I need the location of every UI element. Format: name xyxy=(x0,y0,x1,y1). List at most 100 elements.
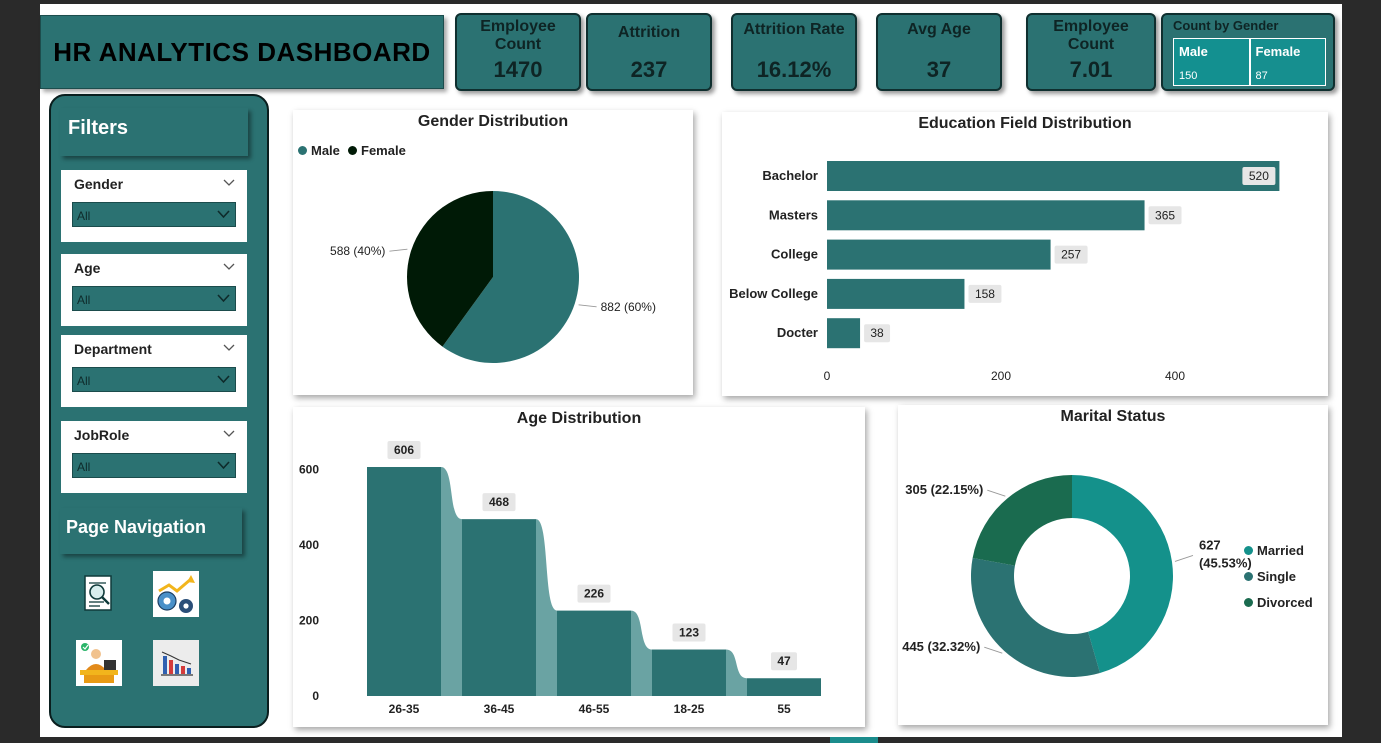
legend-item-single[interactable]: Single xyxy=(1244,569,1296,584)
pie-slice-male xyxy=(442,191,579,363)
kpi-label: Attrition Rate xyxy=(743,21,845,38)
bar xyxy=(827,318,861,349)
data-label-bg xyxy=(1148,206,1182,225)
chevron-down-icon[interactable] xyxy=(223,341,235,353)
donut-slice-married xyxy=(1072,475,1173,674)
gender-distribution-card[interactable]: Gender Distribution Male Female 882 (60%… xyxy=(293,110,693,395)
filters-title: Filters xyxy=(60,108,248,156)
x-tick-label: 36-45 xyxy=(484,702,515,716)
slicer-department[interactable]: Department All xyxy=(61,335,247,407)
slicer-dropdown[interactable]: All xyxy=(72,202,236,227)
legend-item-female[interactable]: Female xyxy=(348,143,406,158)
marital-status-card[interactable]: Marital Status Married Single Divorced 6… xyxy=(898,405,1328,725)
data-label: 226 xyxy=(584,587,604,601)
leader-line xyxy=(1174,554,1194,562)
legend-label: Divorced xyxy=(1257,595,1313,610)
data-label-bg xyxy=(864,324,891,343)
data-label: (45.53%) xyxy=(1199,555,1252,570)
slicer-jobrole[interactable]: JobRole All xyxy=(61,421,247,493)
slicer-dropdown[interactable]: All xyxy=(72,453,236,478)
legend-label: Male xyxy=(311,143,340,158)
kpi-label: Avg Age xyxy=(907,21,971,38)
y-tick-label: 600 xyxy=(299,462,319,476)
category-label: College xyxy=(771,247,818,262)
data-label: 468 xyxy=(489,495,509,509)
chart-title: Marital Status xyxy=(1060,408,1166,425)
bar-chart-icon[interactable] xyxy=(153,640,199,686)
kpi-value: 37 xyxy=(926,57,952,82)
slicer-label: Department xyxy=(74,341,152,357)
active-page-tab[interactable] xyxy=(830,737,878,743)
age-bar-chart: 606 26-35 468 36-45 226 46-55 123 18-25 47 55 0 200… xyxy=(299,441,821,716)
page-navigation-title: Page Navigation xyxy=(60,508,242,554)
ribbon xyxy=(726,649,747,696)
gender-col-female: Female 87 xyxy=(1248,39,1325,85)
chevron-down-icon[interactable] xyxy=(223,260,235,272)
y-tick-label: 0 xyxy=(312,689,319,703)
slicer-dropdown[interactable]: All xyxy=(72,367,236,392)
slicer-label: Gender xyxy=(74,176,124,192)
chevron-down-icon[interactable] xyxy=(223,176,235,188)
kpi-employee-count[interactable]: Employee Count 1470 xyxy=(455,13,581,91)
data-label-bg xyxy=(968,284,1002,303)
data-label-bg xyxy=(1054,245,1088,264)
donut-slice-divorced xyxy=(972,475,1072,566)
data-label-bg xyxy=(1242,167,1276,185)
data-label-bg xyxy=(482,493,516,512)
dropdown-arrow-icon xyxy=(217,294,230,303)
leader-line xyxy=(984,646,1003,654)
slicer-label: Age xyxy=(74,260,101,276)
category-label: Docter xyxy=(777,325,818,340)
kpi-label: Employee Count xyxy=(1053,18,1129,53)
kpi-label: Employee Count xyxy=(480,18,556,53)
bar xyxy=(367,467,441,696)
data-label: 38 xyxy=(870,326,884,340)
kpi-avg-age[interactable]: Avg Age 37 xyxy=(876,13,1002,91)
age-distribution-card[interactable]: Age Distribution 606 26-35 468 36-45 226 46-5… xyxy=(293,407,865,727)
x-tick-label: 400 xyxy=(1165,369,1185,383)
slicer-gender[interactable]: Gender All xyxy=(61,170,247,242)
kpi-label: Attrition xyxy=(617,24,681,41)
slicer-label: JobRole xyxy=(74,427,130,443)
legend-item-male[interactable]: Male xyxy=(298,143,340,158)
category-label: Below College xyxy=(729,286,818,301)
dropdown-arrow-icon xyxy=(217,461,230,470)
ribbon xyxy=(536,519,557,696)
report-search-icon[interactable] xyxy=(76,571,122,617)
chevron-down-icon[interactable] xyxy=(223,427,235,439)
performance-gear-icon[interactable] xyxy=(153,571,199,617)
kpi-attrition-rate[interactable]: Attrition Rate 16.12% xyxy=(731,13,857,91)
legend-label: Single xyxy=(1257,569,1297,584)
slicer-dropdown[interactable]: All xyxy=(72,286,236,311)
legend-item-divorced[interactable]: Divorced xyxy=(1244,595,1313,610)
y-tick-label: 400 xyxy=(299,538,319,552)
employee-desk-icon[interactable] xyxy=(76,640,122,686)
dropdown-arrow-icon xyxy=(217,375,230,384)
data-label: 588 (40%) xyxy=(330,244,385,258)
count-by-gender-table: Male 150 Female 87 xyxy=(1173,38,1326,86)
gender-pie-chart: 882 (60%) 588 (40%) xyxy=(330,191,656,363)
count-by-gender-card[interactable]: Count by Gender Male 150 Female 87 xyxy=(1161,13,1335,91)
kpi-value: 16.12% xyxy=(756,57,832,82)
donut-slice-single xyxy=(971,558,1100,677)
kpi-value: 1470 xyxy=(493,57,543,82)
slicer-value: All xyxy=(77,460,91,474)
education-field-card[interactable]: Education Field Distribution Bachelor 520… xyxy=(722,112,1328,396)
marital-donut-chart: 627 (45.53%) 445 (32.32%) 305 (22.15%) xyxy=(902,475,1252,677)
kpi-attrition[interactable]: Attrition 237 xyxy=(586,13,712,91)
category-label: Masters xyxy=(769,207,818,222)
data-label: 305 (22.15%) xyxy=(905,482,983,497)
page-tabs-bar xyxy=(0,737,1381,743)
kpi-employee-count-2[interactable]: Employee Count 7.01 xyxy=(1026,13,1156,91)
x-tick-label: 200 xyxy=(991,369,1011,383)
slicer-age[interactable]: Age All xyxy=(61,254,247,326)
x-tick-label: 18-25 xyxy=(674,702,705,716)
legend-item-married[interactable]: Married xyxy=(1244,543,1304,558)
bar xyxy=(827,200,1145,231)
y-tick-label: 200 xyxy=(299,613,319,627)
leader-line xyxy=(987,489,1006,497)
bar xyxy=(827,278,965,309)
education-bar-chart: Bachelor 520 Masters 365 College 257 Below Col… xyxy=(729,161,1280,383)
kpi-value: 237 xyxy=(630,57,668,82)
chart-title: Education Field Distribution xyxy=(918,115,1132,132)
